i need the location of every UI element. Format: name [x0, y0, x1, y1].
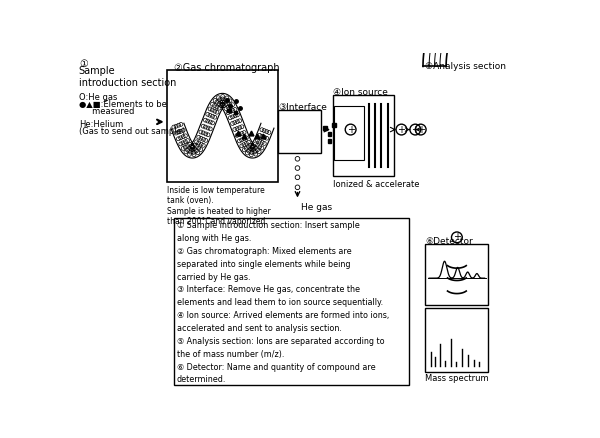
Bar	[425, 308, 488, 372]
Text: +: +	[347, 124, 355, 134]
Text: ⑤Analysis section: ⑤Analysis section	[425, 62, 506, 71]
Text: Ionized & accelerate: Ionized & accelerate	[333, 180, 419, 189]
Text: +: +	[412, 124, 419, 134]
Bar	[278, 110, 322, 153]
Text: +: +	[397, 124, 406, 134]
Text: ④Ion source: ④Ion source	[333, 88, 388, 97]
Bar	[173, 218, 409, 385]
Bar	[425, 244, 488, 305]
Text: (Gas to send out sample): (Gas to send out sample)	[79, 127, 185, 136]
Text: ②Gas chromatograph: ②Gas chromatograph	[174, 63, 280, 73]
Text: He gas: He gas	[301, 203, 332, 212]
Bar	[233, 111, 236, 114]
Text: Mass spectrum: Mass spectrum	[425, 374, 489, 383]
Bar	[167, 70, 278, 182]
Text: +: +	[416, 124, 425, 134]
Text: Inside is low temperature
tank (oven).
Sample is heated to higher
than 200°Cand : Inside is low temperature tank (oven). S…	[167, 186, 271, 226]
Text: O:He gas: O:He gas	[79, 92, 117, 102]
Text: ①: ①	[79, 59, 88, 69]
Text: ③Interface: ③Interface	[278, 103, 327, 113]
Text: Sample
introduction section: Sample introduction section	[79, 67, 176, 88]
Bar	[334, 106, 364, 160]
Bar	[227, 109, 230, 112]
Text: He:Helium: He:Helium	[79, 120, 123, 129]
Text: ① Sample introduction section: Insert sample
along with He gas.
② Gas chromatogr: ① Sample introduction section: Insert sa…	[176, 221, 389, 385]
Text: ⑥Detector: ⑥Detector	[425, 237, 473, 246]
Bar	[328, 132, 331, 136]
Bar	[333, 95, 394, 176]
Text: ●▲■:Elements to be: ●▲■:Elements to be	[79, 100, 167, 110]
Bar	[328, 139, 331, 143]
Bar	[332, 124, 336, 127]
Bar	[323, 126, 327, 130]
Text: measured: measured	[79, 107, 134, 116]
Text: +: +	[453, 233, 461, 242]
